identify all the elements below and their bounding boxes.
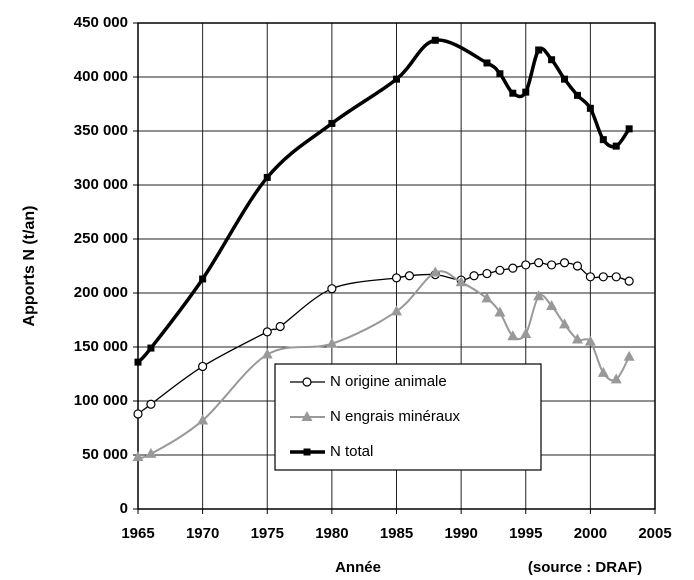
marker	[326, 337, 338, 348]
y-tick-label: 100 000	[74, 392, 128, 409]
y-tick-label: 450 000	[74, 14, 128, 31]
x-tick-label: 2005	[638, 525, 671, 542]
marker	[571, 333, 583, 344]
marker	[495, 265, 505, 275]
marker	[599, 136, 607, 144]
marker	[561, 75, 569, 83]
marker	[275, 321, 285, 332]
marker	[624, 276, 634, 286]
marker	[301, 411, 313, 421]
marker	[483, 59, 491, 67]
marker	[391, 273, 402, 283]
marker	[262, 327, 272, 337]
y-tick-label: 200 000	[74, 284, 128, 301]
marker	[548, 56, 556, 64]
legend-label: N total	[330, 443, 373, 460]
marker	[625, 125, 633, 133]
marker	[147, 344, 155, 352]
marker	[404, 271, 415, 281]
marker	[509, 89, 517, 97]
y-tick-label: 250 000	[74, 230, 128, 247]
marker	[559, 318, 571, 329]
marker	[546, 299, 558, 310]
marker	[522, 88, 530, 96]
y-tick-label: 300 000	[74, 176, 128, 193]
y-axis-label: Apports N (t/an)	[21, 206, 38, 327]
marker	[393, 75, 400, 83]
marker	[535, 46, 543, 54]
marker	[533, 290, 545, 301]
legend-label: N engrais minéraux	[330, 408, 461, 425]
marker	[610, 373, 622, 384]
marker	[611, 272, 621, 282]
series-line	[136, 38, 631, 364]
marker	[303, 448, 311, 456]
y-tick-label: 50 000	[82, 446, 128, 463]
marker	[494, 306, 506, 317]
marker	[623, 350, 635, 361]
y-tick-label: 400 000	[74, 68, 128, 85]
x-tick-label: 1965	[121, 525, 154, 542]
marker	[521, 260, 531, 270]
x-tick-label: 1975	[251, 525, 284, 542]
marker	[584, 335, 596, 346]
marker	[482, 268, 492, 279]
marker	[261, 348, 273, 359]
y-tick-label: 0	[120, 500, 128, 517]
marker	[469, 271, 479, 281]
marker	[199, 275, 207, 283]
annotation: (source : DRAF)	[528, 559, 642, 576]
x-tick-label: 1995	[509, 525, 542, 542]
marker	[302, 377, 312, 387]
marker	[455, 276, 467, 287]
marker	[507, 330, 519, 341]
x-axis-label: Année	[335, 559, 381, 576]
marker	[572, 261, 583, 271]
marker	[197, 414, 209, 425]
plot-border	[137, 22, 656, 510]
marker	[598, 272, 608, 282]
marker	[134, 358, 142, 366]
marker	[132, 451, 144, 462]
marker	[586, 104, 594, 112]
marker	[327, 284, 337, 294]
marker	[263, 173, 271, 181]
x-tick-label: 1985	[380, 525, 413, 542]
marker	[534, 258, 544, 268]
legend-label: N origine animale	[330, 373, 447, 390]
marker	[146, 399, 156, 409]
marker	[145, 447, 157, 458]
marker	[612, 142, 620, 150]
marker	[496, 70, 504, 78]
y-tick-label: 150 000	[74, 338, 128, 355]
marker	[546, 260, 557, 270]
marker	[328, 119, 336, 127]
marker	[585, 272, 595, 282]
marker	[559, 258, 570, 268]
y-tick-label: 350 000	[74, 122, 128, 139]
marker	[391, 305, 402, 316]
marker	[597, 366, 609, 377]
x-tick-label: 1990	[444, 525, 477, 542]
marker	[508, 263, 518, 273]
marker	[198, 361, 208, 372]
x-tick-label: 2000	[574, 525, 607, 542]
marker	[431, 36, 439, 44]
marker	[133, 409, 143, 419]
marker	[481, 292, 493, 303]
marker	[520, 328, 532, 339]
marker	[573, 91, 581, 99]
x-tick-label: 1970	[186, 525, 219, 542]
x-tick-label: 1980	[315, 525, 348, 542]
marker	[429, 266, 441, 277]
